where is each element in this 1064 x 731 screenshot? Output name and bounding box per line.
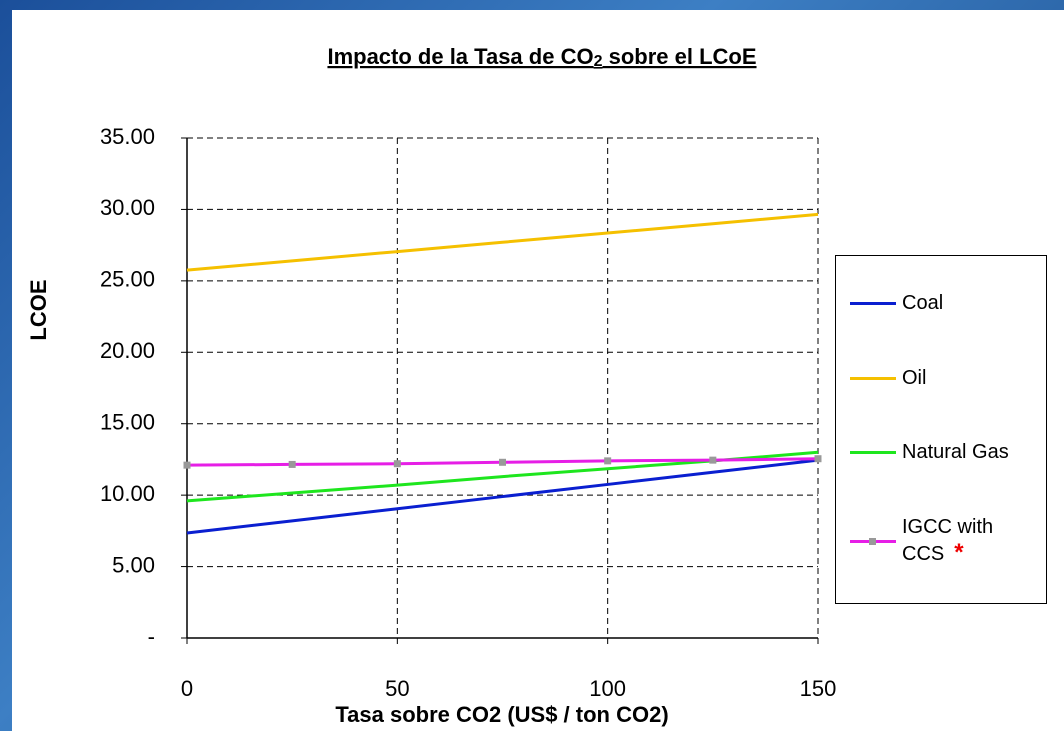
point	[814, 455, 822, 463]
x-tick-label: 150	[800, 676, 837, 701]
y-axis-label: LCOE	[26, 279, 51, 340]
legend-label: Oil	[902, 366, 927, 389]
legend-swatch	[850, 537, 896, 545]
legend-item: Natural Gas	[836, 441, 1046, 464]
x-tick-label: 0	[181, 676, 193, 701]
x-tick-label: 50	[385, 676, 409, 701]
legend-swatch	[850, 451, 896, 455]
x-tick-label: 100	[589, 676, 626, 701]
legend: Coal Oil Natural Gas IGCC with CCS *	[835, 255, 1047, 604]
y-tick-label: 5.00	[112, 552, 155, 577]
legend-marker	[869, 537, 876, 545]
y-tick-label: 15.00	[100, 410, 155, 435]
title-part: Impacto de la Tasa de CO	[327, 44, 593, 69]
series-line	[186, 212, 819, 272]
legend-swatch	[850, 301, 896, 305]
y-tick-label: -	[148, 624, 155, 649]
y-tick-label: 20.00	[100, 338, 155, 363]
series-line	[186, 458, 819, 535]
legend-note: *	[954, 539, 964, 567]
chart-title: Impacto de la Tasa de CO2 sobre el LCoE	[327, 44, 756, 70]
x-axis-label: Tasa sobre CO2 (US$ / ton CO2)	[335, 702, 668, 727]
legend-item: Coal	[836, 292, 1046, 315]
point	[288, 460, 296, 468]
legend-label: Coal	[902, 291, 944, 314]
y-tick-label: 10.00	[100, 481, 155, 506]
point	[499, 458, 506, 466]
legend-label: Natural Gas	[902, 441, 1009, 464]
point	[183, 461, 191, 469]
legend-label: IGCC with CCS *	[902, 516, 994, 567]
y-tick-label: 25.00	[100, 267, 155, 292]
point	[393, 460, 401, 468]
y-tick-label: 30.00	[100, 195, 155, 220]
y-tick-label: 35.00	[100, 124, 155, 149]
title-part: sobre el LCoE	[602, 44, 756, 69]
point	[604, 457, 612, 465]
legend-item: IGCC with CCS *	[836, 516, 1046, 567]
point	[709, 456, 717, 464]
title-sub: 2	[594, 53, 603, 70]
legend-swatch	[850, 376, 896, 380]
legend-item: Oil	[836, 367, 1046, 390]
